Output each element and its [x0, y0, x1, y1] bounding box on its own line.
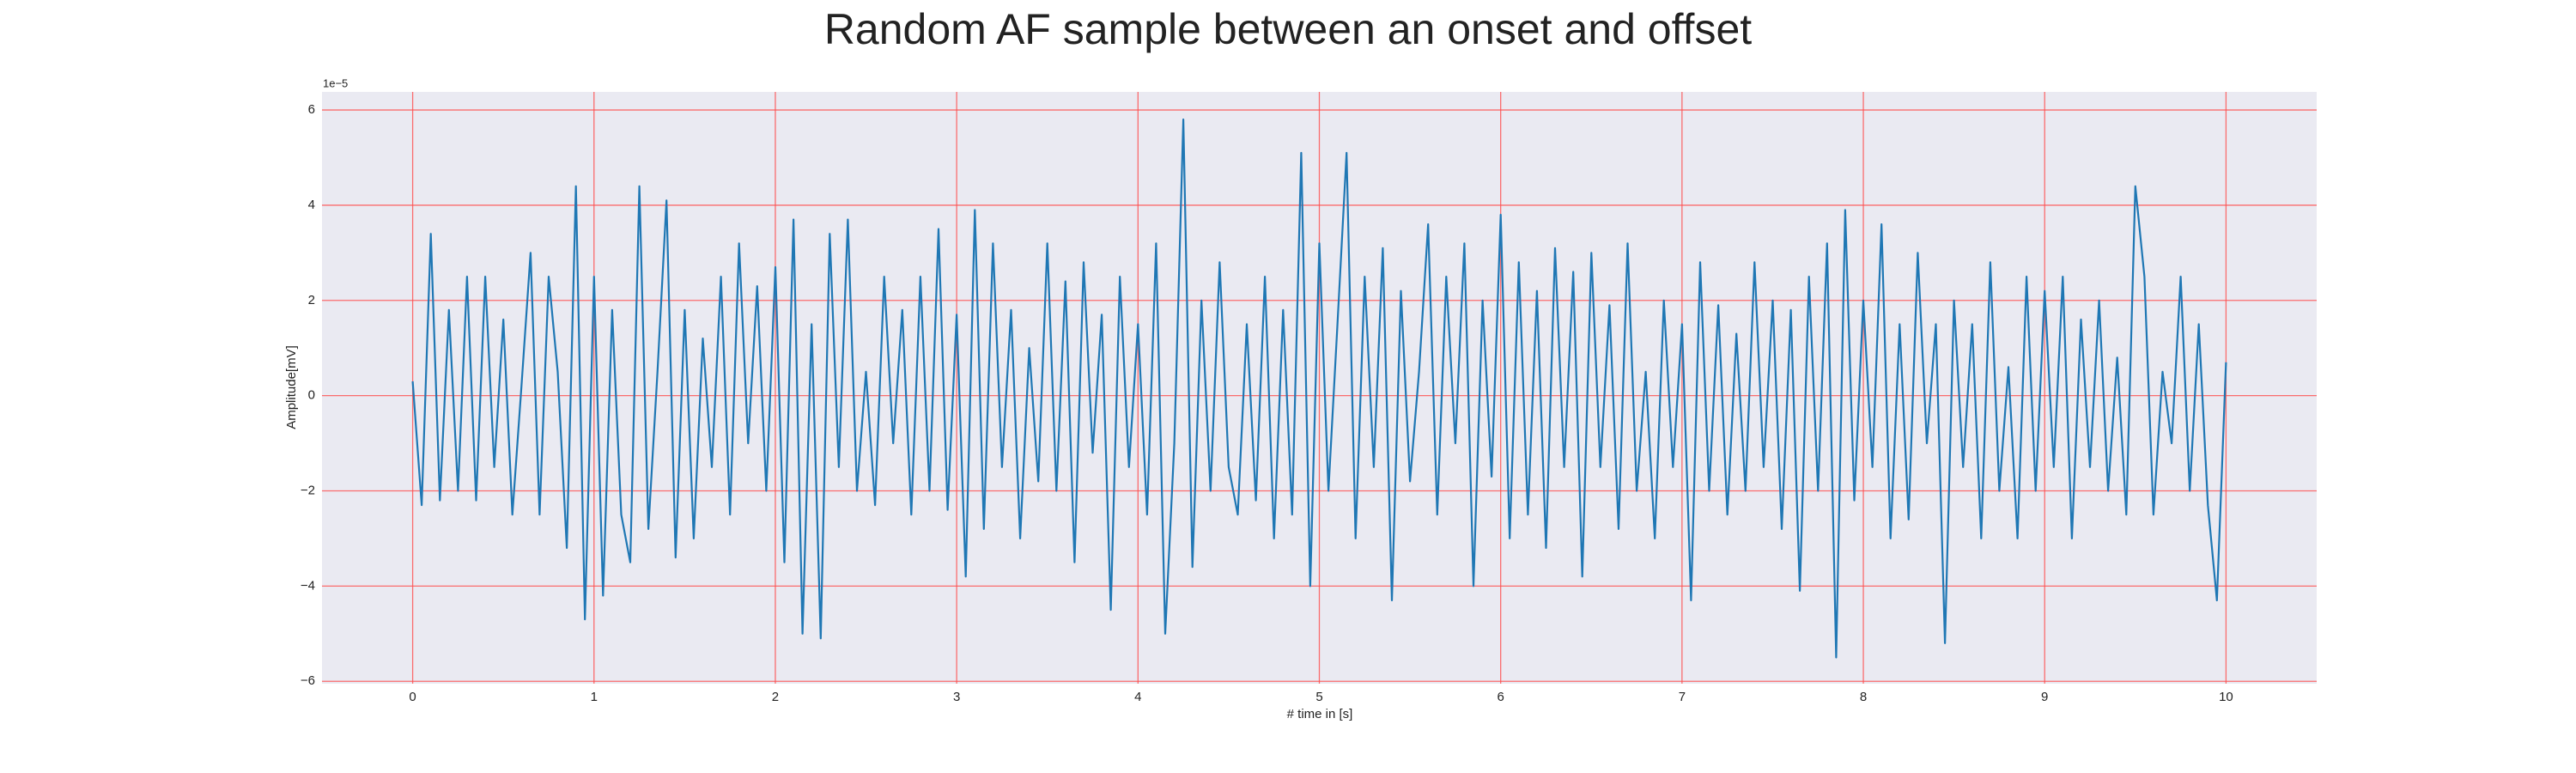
x-tick-label: 5: [1315, 690, 1322, 704]
y-tick-label: 2: [308, 293, 315, 307]
x-tick-label: 8: [1860, 690, 1867, 704]
x-tick-label: 2: [772, 690, 779, 704]
chart-title: Random AF sample between an onset and of…: [824, 5, 1752, 53]
x-tick-label: 3: [953, 690, 960, 704]
x-tick-label: 9: [2041, 690, 2048, 704]
x-tick-label: 0: [409, 690, 416, 704]
x-tick-label: 1: [591, 690, 598, 704]
y-tick-label: −6: [301, 673, 315, 688]
y-offset-label: 1e−5: [323, 76, 348, 89]
y-tick-label: 4: [308, 198, 315, 212]
data-line: [411, 119, 2227, 659]
x-tick-label: 6: [1498, 690, 1504, 704]
y-tick-label: −4: [301, 578, 315, 593]
x-tick-label: 7: [1679, 690, 1686, 704]
y-tick-label: 6: [308, 102, 315, 117]
x-tick-label: 4: [1134, 690, 1141, 704]
y-tick-label: 0: [308, 388, 315, 403]
x-axis-label: # time in [s]: [1287, 707, 1353, 721]
y-axis-label: Amplitude[mV]: [284, 345, 299, 429]
y-tick-label: −2: [301, 483, 315, 497]
x-tick-label: 10: [2219, 690, 2233, 704]
